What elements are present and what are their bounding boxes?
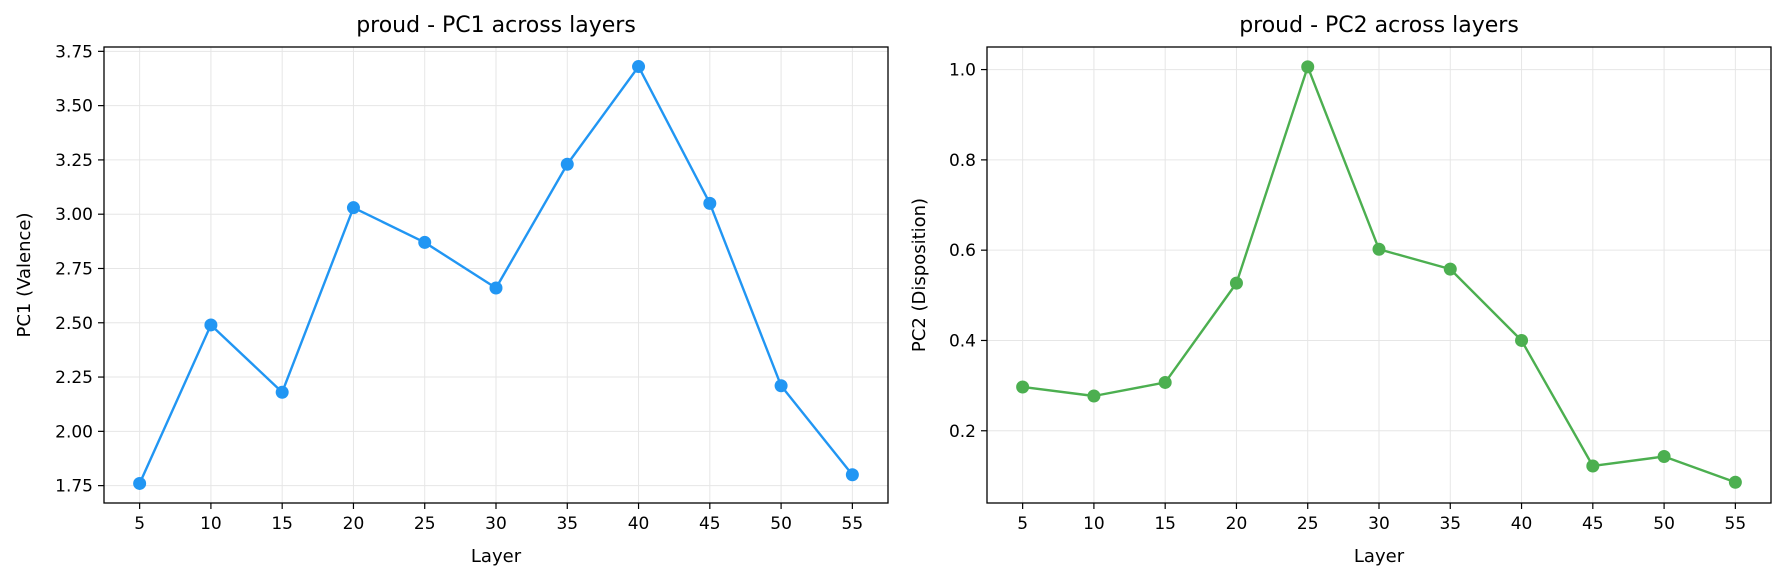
pc2-x-tick-label: 20 <box>1226 514 1248 534</box>
pc1-x-tick-label: 30 <box>485 514 507 534</box>
pc1-y-tick-label: 2.00 <box>55 422 93 442</box>
pc1-panel: proud - PC1 across layers 5 10 15 20 25 30 35 4… <box>14 13 889 567</box>
pc1-data-point <box>275 385 289 399</box>
pc2-x-axis-label: Layer <box>1354 546 1405 567</box>
pc1-data-point <box>845 468 859 482</box>
pc1-y-tick-label: 3.25 <box>55 151 93 171</box>
pc1-data-point <box>774 379 788 393</box>
pc2-data-point <box>1728 475 1742 489</box>
pc2-data-point <box>1515 333 1529 347</box>
pc1-y-tick-label: 1.75 <box>55 477 93 497</box>
pc1-y-tick-label: 3.50 <box>55 97 93 117</box>
pc2-data-point <box>1443 262 1457 276</box>
pc2-x-tick-label: 40 <box>1511 514 1533 534</box>
pc1-data-point <box>703 196 717 210</box>
pc2-x-tick-label: 30 <box>1368 514 1390 534</box>
pc1-data-point <box>133 476 147 490</box>
pc2-data-point <box>1158 375 1172 389</box>
pc1-data-point <box>632 60 646 74</box>
pc2-ticks: 5 10 15 20 25 30 35 40 45 50 55 0.2 0.4 0.6 0.8 1.0 <box>949 61 1746 534</box>
pc1-x-tick-label: 35 <box>556 514 578 534</box>
pc1-y-axis-label: PC1 (Valence) <box>14 212 35 337</box>
pc1-x-tick-label: 10 <box>200 514 222 534</box>
pc2-data-point <box>1229 276 1243 290</box>
pc2-y-tick-label: 0.2 <box>949 422 976 442</box>
pc2-data-point <box>1657 449 1671 463</box>
pc2-x-tick-label: 55 <box>1725 514 1747 534</box>
pc1-data-point <box>346 201 360 215</box>
pc2-grid <box>987 47 1771 503</box>
pc2-y-tick-label: 0.4 <box>949 331 976 351</box>
pc1-x-tick-label: 40 <box>628 514 650 534</box>
pc2-data-point <box>1016 380 1030 394</box>
pc1-y-tick-label: 2.75 <box>55 259 93 279</box>
pc2-chart-title: proud - PC2 across layers <box>1239 13 1519 38</box>
pc1-y-tick-label: 3.00 <box>55 205 93 225</box>
pc2-x-tick-label: 15 <box>1154 514 1176 534</box>
pc1-x-tick-label: 20 <box>343 514 365 534</box>
pc1-x-tick-label: 55 <box>842 514 864 534</box>
pc2-x-tick-label: 35 <box>1439 514 1461 534</box>
pc2-y-tick-label: 0.8 <box>949 151 976 171</box>
pc2-series <box>1016 60 1742 489</box>
pc2-x-tick-label: 50 <box>1653 514 1675 534</box>
pc2-y-tick-label: 1.0 <box>949 61 976 81</box>
pc2-data-point <box>1301 60 1315 74</box>
pc1-series <box>133 60 859 490</box>
pc2-data-point <box>1586 459 1600 473</box>
pc2-y-tick-label: 0.6 <box>949 241 976 261</box>
pc1-x-tick-label: 50 <box>770 514 792 534</box>
pc2-x-tick-label: 10 <box>1083 514 1105 534</box>
pc1-x-tick-label: 5 <box>134 514 145 534</box>
pc1-y-tick-label: 3.75 <box>55 42 93 62</box>
pc2-data-point <box>1087 389 1101 403</box>
pc1-grid <box>104 47 888 503</box>
pc1-data-point <box>418 235 432 249</box>
pc2-data-point <box>1372 242 1386 256</box>
pc1-data-point <box>489 281 503 295</box>
pc2-panel: proud - PC2 across layers 5 10 15 20 25 30 35 4… <box>909 13 1772 567</box>
pc2-x-tick-label: 45 <box>1582 514 1604 534</box>
pc2-x-tick-label: 5 <box>1017 514 1028 534</box>
pc2-y-axis-label: PC2 (Disposition) <box>909 198 930 352</box>
pc1-data-point <box>204 318 218 332</box>
pc1-data-point <box>560 157 574 171</box>
pc1-x-tick-label: 25 <box>414 514 436 534</box>
pc1-y-tick-label: 2.50 <box>55 314 93 334</box>
pc1-y-tick-label: 2.25 <box>55 368 93 388</box>
pc1-chart-title: proud - PC1 across layers <box>356 13 636 38</box>
pc2-x-tick-label: 25 <box>1297 514 1319 534</box>
pc1-x-tick-label: 45 <box>699 514 721 534</box>
pc1-x-axis-label: Layer <box>471 546 522 567</box>
pc1-x-tick-label: 15 <box>271 514 293 534</box>
pc1-ticks: 5 10 15 20 25 30 35 40 45 50 55 1.75 2.00 2.25 2.50 2.7… <box>55 42 863 534</box>
